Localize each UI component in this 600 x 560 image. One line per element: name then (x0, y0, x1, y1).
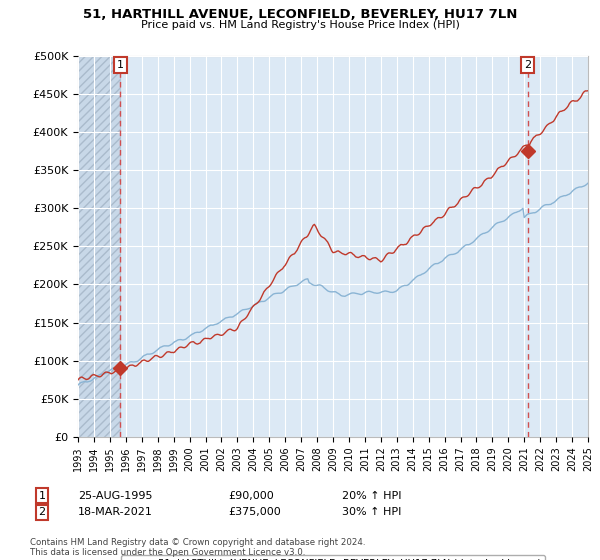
Text: 30% ↑ HPI: 30% ↑ HPI (342, 507, 401, 517)
Text: 2: 2 (524, 60, 531, 70)
Text: 25-AUG-1995: 25-AUG-1995 (78, 491, 152, 501)
Legend: 51, HARTHILL AVENUE, LECONFIELD, BEVERLEY, HU17 7LN (detached house), HPI: Avera: 51, HARTHILL AVENUE, LECONFIELD, BEVERLE… (121, 555, 545, 560)
Bar (78, 56, 120, 437)
Text: 1: 1 (38, 491, 46, 501)
Text: £375,000: £375,000 (228, 507, 281, 517)
Text: 20% ↑ HPI: 20% ↑ HPI (342, 491, 401, 501)
Text: Price paid vs. HM Land Registry's House Price Index (HPI): Price paid vs. HM Land Registry's House … (140, 20, 460, 30)
Text: 18-MAR-2021: 18-MAR-2021 (78, 507, 153, 517)
Text: Contains HM Land Registry data © Crown copyright and database right 2024.
This d: Contains HM Land Registry data © Crown c… (30, 538, 365, 557)
Text: 1: 1 (117, 60, 124, 70)
Text: 2: 2 (38, 507, 46, 517)
Text: 51, HARTHILL AVENUE, LECONFIELD, BEVERLEY, HU17 7LN: 51, HARTHILL AVENUE, LECONFIELD, BEVERLE… (83, 8, 517, 21)
Text: £90,000: £90,000 (228, 491, 274, 501)
